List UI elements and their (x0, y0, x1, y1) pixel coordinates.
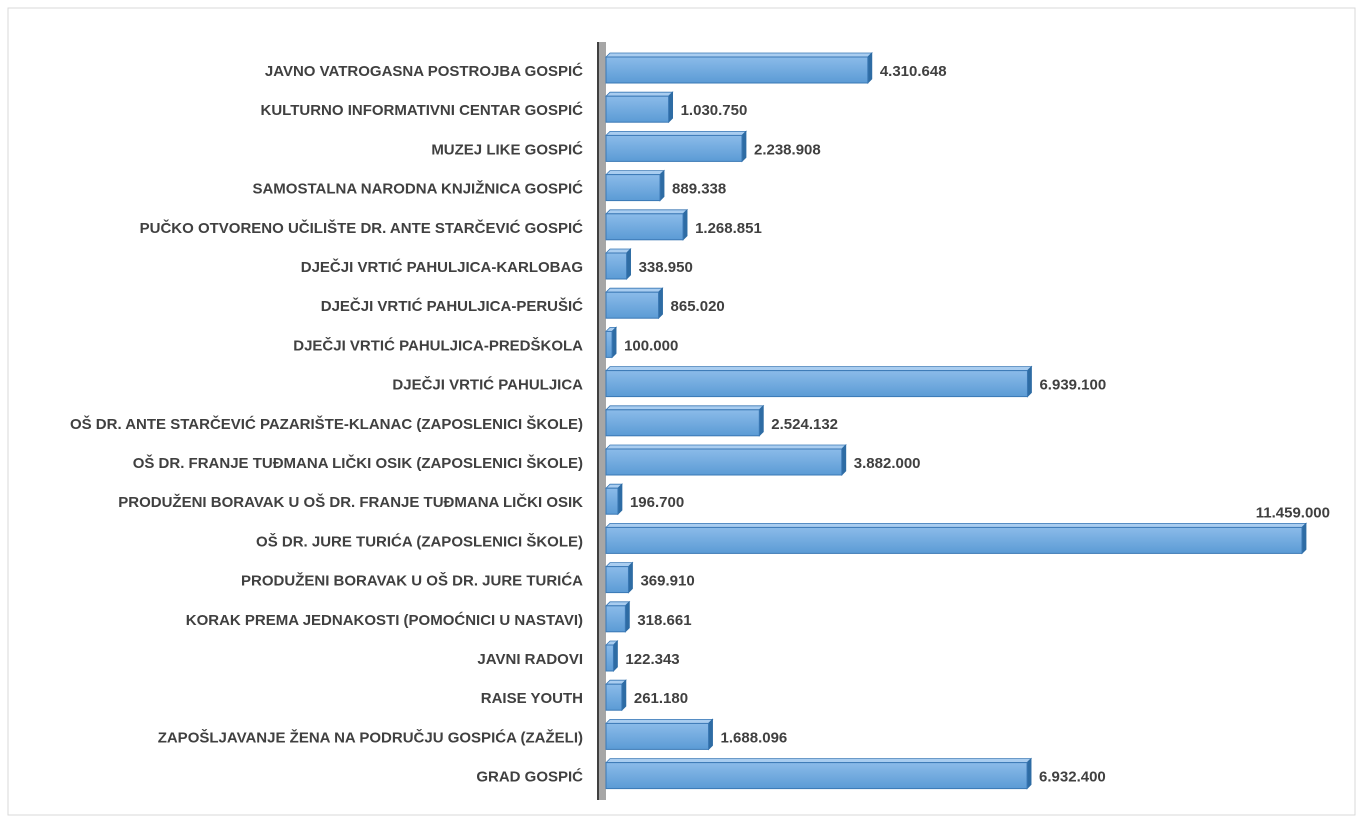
y-tick-label: DJEČJI VRTIĆ PAHULJICA (392, 376, 583, 394)
bar-side (1026, 757, 1032, 790)
value-label: 1.688.096 (721, 729, 788, 746)
bar-top (605, 523, 1307, 528)
bar-side (659, 169, 665, 202)
bar-top (605, 719, 714, 724)
value-label: 11.459.000 (1256, 504, 1330, 521)
value-label: 1.268.851 (695, 220, 762, 237)
bar (605, 213, 684, 241)
y-tick-label: DJEČJI VRTIĆ PAHULJICA-KARLOBAG (301, 258, 583, 276)
y-tick-label: OŠ DR. JURE TURIĆA (ZAPOSLENICI ŠKOLE) (256, 532, 583, 550)
bar (605, 330, 613, 358)
bar (605, 370, 1028, 398)
value-label: 6.932.400 (1039, 769, 1106, 786)
bar-side (626, 248, 631, 280)
bar-side (621, 679, 627, 712)
bar-top (605, 366, 1033, 372)
value-label: 318.661 (637, 612, 691, 629)
bar (605, 95, 670, 123)
bar-side (628, 561, 633, 594)
bar-side (611, 326, 617, 359)
value-label: 196.700 (630, 494, 684, 511)
y-tick-label: JAVNO VATROGASNA POSTROJBA GOSPIĆ (265, 62, 583, 80)
bar-side (668, 91, 674, 124)
bar-side (708, 718, 713, 751)
y-tick-label: SAMOSTALNA NARODNA KNJIŽNICA GOSPIĆ (252, 180, 583, 198)
value-label: 2.524.132 (771, 416, 838, 433)
bar-top (605, 405, 765, 411)
bar-side (617, 483, 623, 516)
bar (605, 683, 623, 711)
value-label: 865.020 (671, 298, 725, 315)
value-label: 261.180 (634, 690, 688, 707)
value-label: 3.882.000 (854, 455, 921, 472)
bar-top (605, 209, 689, 215)
value-label: 369.910 (640, 573, 694, 590)
y-tick-label: GRAD GOSPIĆ (476, 768, 583, 786)
y-tick-label: MUZEJ LIKE GOSPIĆ (431, 140, 583, 158)
bar-top (605, 170, 665, 176)
bar (605, 174, 661, 202)
value-label: 2.238.908 (754, 141, 821, 158)
y-tick-label: PRODUŽENI BORAVAK U OŠ DR. FRANJE TUĐMAN… (118, 493, 583, 511)
bar (605, 252, 628, 280)
y-tick-label: KORAK PREMA JEDNAKOSTI (POMOĆNICI U NAST… (186, 611, 583, 629)
y-tick-label: KULTURNO INFORMATIVNI CENTAR GOSPIĆ (261, 101, 584, 119)
bar (605, 526, 1303, 554)
bar (605, 134, 743, 162)
y-tick-label: DJEČJI VRTIĆ PAHULJICA-PREDŠKOLA (293, 336, 583, 354)
value-label: 338.950 (639, 259, 693, 276)
y-tick-label: JAVNI RADOVI (477, 651, 583, 668)
bar-top (605, 444, 847, 450)
bar (605, 56, 869, 84)
y-tick-label: OŠ DR. ANTE STARČEVIĆ PAZARIŠTE-KLANAC (… (70, 415, 583, 433)
bar-side (741, 130, 747, 163)
y-tick-label: ZAPOŠLJAVANJE ŽENA NA PODRUČJU GOSPIĆA (… (158, 728, 583, 746)
bar-side (682, 208, 688, 241)
bar (605, 605, 626, 633)
bar-top (605, 287, 664, 293)
bar-side (841, 444, 847, 476)
y-tick-label: RAISE YOUTH (481, 690, 583, 707)
value-label: 100.000 (624, 337, 678, 354)
value-label: 122.343 (625, 651, 679, 668)
value-label: 4.310.648 (880, 63, 947, 80)
value-label: 6.939.100 (1039, 377, 1106, 394)
bar-top (605, 758, 1033, 763)
value-label: 889.338 (672, 181, 726, 198)
y-tick-label: PRODUŽENI BORAVAK U OŠ DR. JURE TURIĆA (241, 572, 583, 590)
bar (605, 762, 1028, 790)
bar (605, 644, 614, 672)
bar-top (605, 562, 634, 567)
y-tick-label: OŠ DR. FRANJE TUĐMANA LIČKI OSIK (ZAPOSL… (133, 454, 583, 472)
y-tick-label: DJEČJI VRTIĆ PAHULJICA-PERUŠIĆ (321, 297, 583, 315)
y-tick-label: PUČKO OTVORENO UČILIŠTE DR. ANTE STARČEV… (140, 219, 584, 237)
bar-side (1027, 365, 1032, 398)
bar-side (758, 404, 764, 437)
bar (605, 722, 710, 750)
value-label: 1.030.750 (681, 102, 748, 119)
bar-top (605, 130, 747, 136)
bar (605, 448, 843, 476)
bar (605, 291, 660, 319)
bar-side (613, 640, 618, 672)
bar (605, 409, 760, 437)
bar-top (605, 52, 873, 58)
bar (605, 487, 619, 515)
bar-side (624, 600, 630, 633)
bar-side (1301, 522, 1307, 555)
bar-side (867, 52, 873, 84)
bar-side (658, 287, 663, 320)
axis-wall (598, 42, 606, 800)
bar-top (605, 91, 674, 97)
bar (605, 566, 629, 594)
